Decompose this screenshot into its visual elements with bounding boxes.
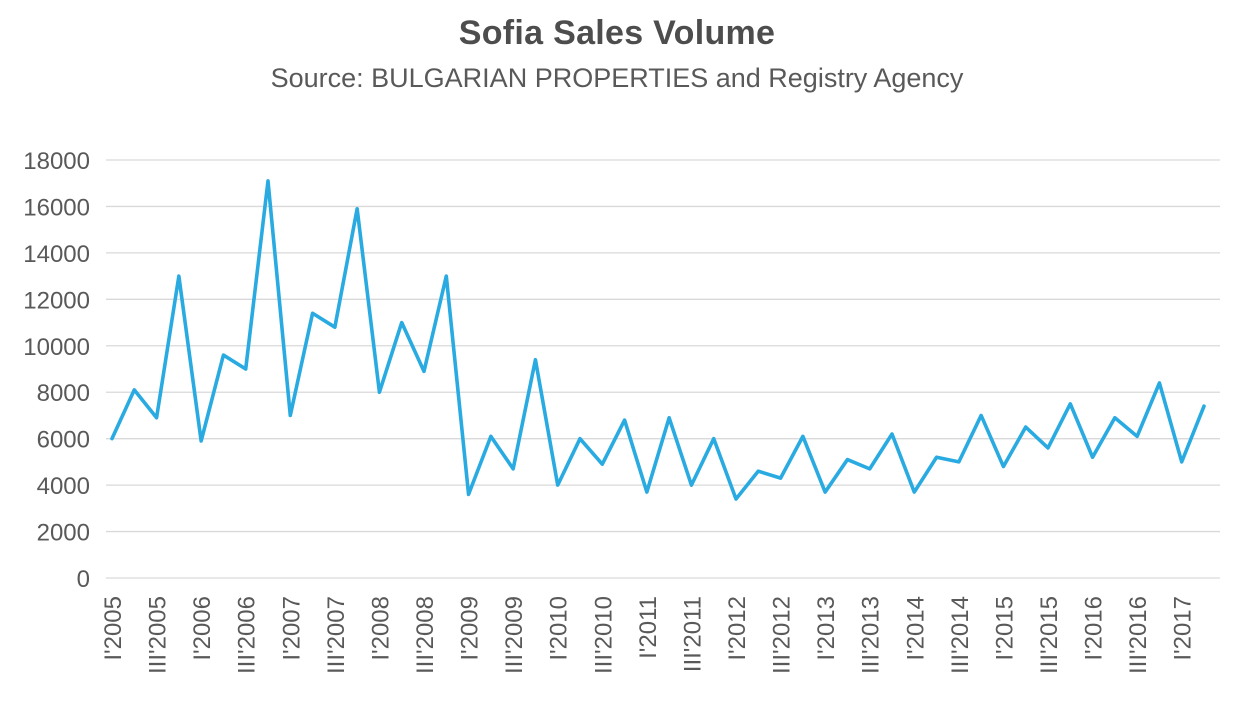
x-axis-tick-label: III'2010	[590, 596, 617, 674]
line-chart-plot-area: 0 2000 4000 6000 8000 10000 12000 14000 16000 180…	[23, 148, 1220, 674]
y-axis-tick-label: 16000	[23, 194, 90, 221]
x-axis-tick-label: III'2013	[858, 596, 885, 674]
x-axis-tick-label: I'2015	[991, 596, 1018, 661]
x-axis-tick-label: III'2006	[234, 596, 261, 674]
x-axis-tick-label: III'2015	[1036, 596, 1063, 674]
x-axis-tick-label: I'2014	[902, 596, 929, 661]
x-axis-tick-label: I'2017	[1170, 596, 1197, 661]
y-axis-tick-label: 8000	[37, 380, 90, 407]
x-axis-tick-label: III'2009	[501, 596, 528, 674]
x-axis-tick-label: I'2011	[635, 596, 662, 659]
x-axis-tick-label: I'2007	[278, 596, 305, 661]
x-axis-tick-label: I'2013	[813, 596, 840, 661]
x-axis-tick-label: III'2012	[769, 596, 796, 674]
y-axis-tick-label: 12000	[23, 287, 90, 314]
x-axis-tick-label: III'2007	[323, 596, 350, 674]
y-axis-tick-label: 14000	[23, 241, 90, 268]
x-axis-tick-label: I'2008	[367, 596, 394, 661]
x-axis-tick-label: I'2005	[100, 596, 127, 661]
x-axis-tick-label: I'2012	[724, 596, 751, 661]
chart-header: Sofia Sales Volume Source: BULGARIAN PRO…	[0, 0, 1234, 114]
x-axis-tick-label: III'2011	[679, 596, 706, 672]
x-axis-tick-label: III'2008	[412, 596, 439, 674]
x-axis-tick-label: I'2016	[1081, 596, 1108, 661]
y-axis-tick-label: 2000	[37, 520, 90, 547]
x-axis-tick-label: III'2016	[1125, 596, 1152, 674]
x-axis-tick-label: III'2005	[145, 596, 172, 674]
y-axis-tick-label: 4000	[37, 473, 90, 500]
y-axis-tick-label: 6000	[37, 427, 90, 454]
sales-volume-line	[110, 179, 1206, 501]
y-axis-tick-label: 18000	[23, 148, 90, 175]
x-axis-tick-label: I'2006	[189, 596, 216, 661]
x-axis-tick-label: III'2014	[947, 596, 974, 674]
y-axis-tick-label: 10000	[23, 334, 90, 361]
x-axis-tick-label: I'2009	[457, 596, 484, 661]
chart-title: Sofia Sales Volume	[458, 14, 776, 52]
chart-subtitle: Source: BULGARIAN PROPERTIES and Registr…	[270, 63, 964, 93]
x-axis-tick-label: I'2010	[546, 596, 573, 661]
y-axis-tick-label: 0	[77, 566, 90, 593]
